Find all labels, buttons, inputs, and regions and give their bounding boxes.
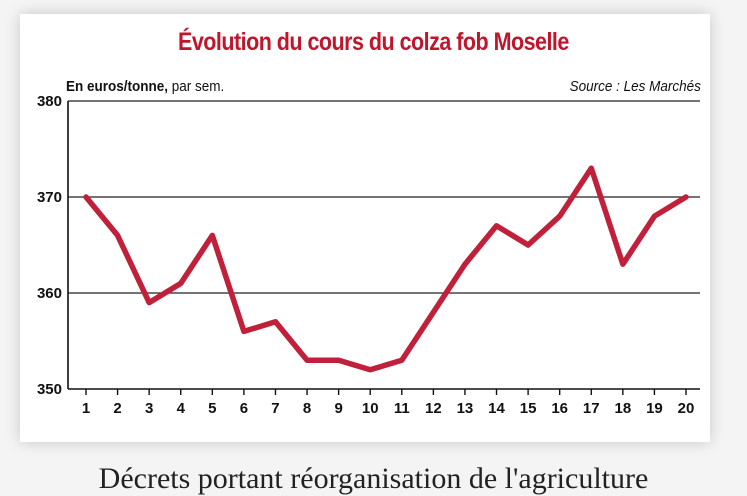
x-tick-label: 4	[177, 400, 186, 417]
series-layer	[83, 165, 689, 373]
x-tick-label: 8	[303, 400, 311, 417]
x-tick-label: 14	[488, 400, 505, 417]
x-tick-label: 2	[113, 400, 121, 417]
x-tick-label: 13	[457, 400, 474, 417]
x-tick-label: 6	[240, 400, 248, 417]
y-tick-label: 370	[37, 189, 62, 206]
x-tick-label: 11	[394, 400, 410, 417]
x-tick-label: 17	[583, 400, 600, 417]
price-line	[83, 165, 689, 373]
x-tick-label: 1	[82, 400, 90, 417]
x-tick-label: 3	[145, 400, 153, 417]
unit-label-bold: En euros/tonne,	[66, 78, 169, 95]
x-tick-label: 15	[520, 400, 537, 417]
unit-label-rest: par sem.	[168, 78, 225, 95]
x-tick-label: 7	[271, 400, 279, 417]
x-tick-label: 10	[362, 400, 379, 417]
source-label: Source : Les Marchés	[569, 78, 701, 95]
unit-label: En euros/tonne, par sem.	[66, 78, 224, 95]
page-caption: Décrets portant réorganisation de l'agri…	[98, 462, 649, 495]
x-tick-label: 16	[551, 400, 568, 417]
y-tick-label: 350	[37, 381, 62, 398]
x-tick-label: 18	[614, 400, 631, 417]
y-tick-label: 360	[37, 285, 62, 302]
x-tick-label: 20	[678, 400, 695, 417]
grid-layer	[68, 100, 700, 294]
x-tick-label: 9	[334, 400, 342, 417]
chart-title: Évolution du cours du colza fob Moselle	[178, 28, 569, 56]
y-tick-label: 380	[37, 93, 62, 110]
x-tick-label: 12	[425, 400, 442, 417]
x-tick-label: 5	[208, 400, 216, 417]
x-tick-label: 19	[646, 400, 663, 417]
